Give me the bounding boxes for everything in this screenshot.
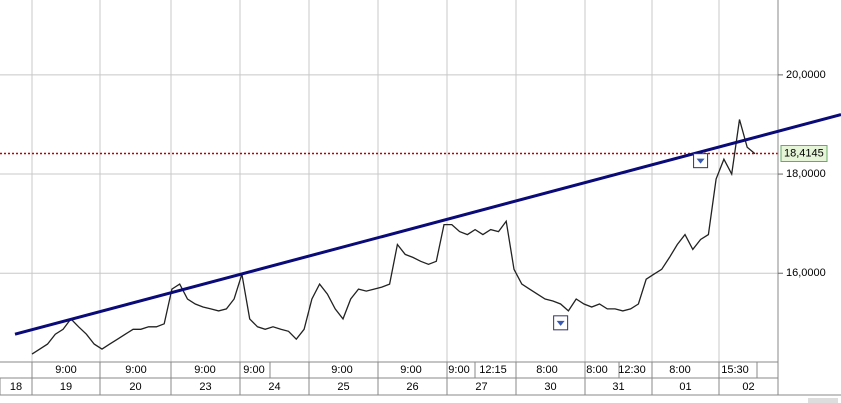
time-label: 9:00 [448,364,469,376]
day-label: 27 [475,381,487,393]
y-tick-label: 20,0000 [786,69,826,81]
time-label: 12:30 [618,364,646,376]
signal-marker [693,153,709,169]
time-label: 9:00 [400,364,421,376]
day-label: 19 [60,381,72,393]
grid [0,0,778,395]
time-label: 8:00 [669,364,690,376]
time-label: 9:00 [125,364,146,376]
signal-arrow [696,158,705,164]
day-label: 18 [10,381,22,393]
time-label: 15:30 [721,364,749,376]
last-price-label: 18,4145 [784,147,824,159]
time-label: 9:00 [55,364,76,376]
day-label: 31 [612,381,624,393]
day-label: 20 [129,381,141,393]
day-label: 02 [742,381,754,393]
y-tick-label: 16,0000 [786,267,826,279]
time-label: 12:15 [479,364,507,376]
time-label: 8:00 [586,364,607,376]
day-label: 24 [268,381,280,393]
y-tick-label: 18,0000 [786,168,826,180]
day-label: 23 [199,381,211,393]
last-price-box [780,145,828,163]
price-line [31,119,756,355]
trendline [14,113,841,336]
time-label: 8:00 [536,364,557,376]
day-label: 26 [406,381,418,393]
time-label: 9:00 [243,364,264,376]
day-label: 25 [337,381,349,393]
signal-arrow [556,320,565,326]
time-label: 9:00 [331,364,352,376]
day-label: 01 [679,381,691,393]
scroll-stub [808,398,838,403]
signal-marker [553,315,569,331]
time-label: 9:00 [194,364,215,376]
plot [0,119,778,355]
day-label: 30 [544,381,556,393]
